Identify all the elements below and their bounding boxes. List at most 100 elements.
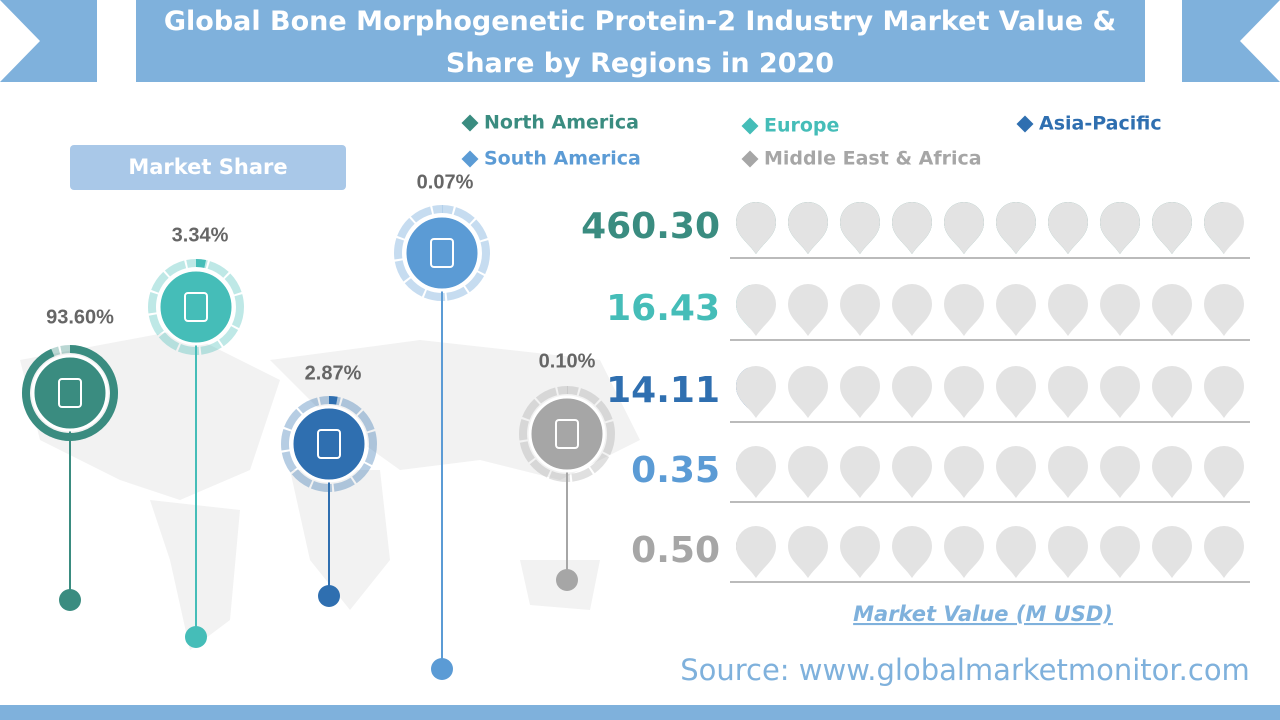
title-line: Global Bone Morphogenetic Protein-2 Indu… — [164, 6, 1116, 79]
drop-bg — [1048, 526, 1088, 578]
legend-marker — [461, 150, 479, 168]
drop-bg — [892, 202, 932, 254]
drop-bg — [996, 446, 1036, 498]
share-label: 2.87% — [305, 362, 362, 384]
legend-marker — [741, 150, 759, 168]
drop-bg — [1100, 446, 1140, 498]
share-label: 0.07% — [417, 171, 474, 193]
bottom-bar — [0, 705, 1280, 720]
legend-label: North America — [484, 112, 639, 134]
share-arc — [22, 345, 118, 441]
drop-bg — [996, 526, 1036, 578]
icon — [317, 429, 341, 459]
share-label: 93.60% — [46, 306, 114, 328]
drop-bg — [840, 446, 880, 498]
value-label: 460.30 — [581, 206, 720, 247]
share-label: 0.10% — [539, 350, 596, 372]
drop-bg — [736, 526, 776, 578]
drop-bg — [1152, 202, 1192, 254]
icon — [430, 238, 454, 268]
drop-bg — [1100, 526, 1140, 578]
drop-bg — [840, 284, 880, 336]
legend-marker — [1016, 115, 1034, 133]
stem-dot — [59, 589, 81, 611]
source: Source: www.globalmarketmonitor.com — [680, 653, 1250, 687]
stem-dot — [556, 569, 578, 591]
legend-marker — [461, 114, 479, 132]
value-label: 0.50 — [631, 530, 720, 571]
drop-bg — [892, 284, 932, 336]
drop-bg — [1100, 202, 1140, 254]
drop-bg — [1152, 446, 1192, 498]
drop-bg — [840, 202, 880, 254]
stem-dot — [431, 658, 453, 680]
title: Global Bone Morphogenetic Protein-2 Indu… — [164, 6, 1116, 37]
drop-bg — [944, 446, 984, 498]
drop-bg — [1204, 366, 1244, 418]
drop-bg — [1204, 446, 1244, 498]
icon — [184, 292, 208, 322]
drop-bg — [996, 366, 1036, 418]
drop-bg — [788, 284, 828, 336]
drop-bg — [1048, 366, 1088, 418]
banner-right — [1182, 0, 1280, 82]
value-label: 0.35 — [631, 450, 720, 491]
drop-bg — [1204, 202, 1244, 254]
drop-bg — [736, 284, 776, 336]
drop-bg — [788, 446, 828, 498]
share-arc — [195, 259, 206, 268]
drop-bg — [788, 526, 828, 578]
banner-left — [0, 0, 97, 82]
drop-bg — [1204, 526, 1244, 578]
icon — [555, 419, 579, 449]
drop-bg — [892, 446, 932, 498]
share-title: Market Share — [128, 155, 287, 179]
drop-bg — [944, 202, 984, 254]
title: Share by Regions in 2020 — [446, 48, 834, 79]
share-label: 3.34% — [172, 224, 229, 246]
drop-bg — [892, 366, 932, 418]
legend-label: Asia-Pacific — [1039, 113, 1162, 135]
share-arc — [328, 396, 338, 405]
drop-bg — [1048, 446, 1088, 498]
bubble — [290, 405, 368, 483]
title-banner — [136, 0, 1145, 82]
drop-bg — [944, 366, 984, 418]
bubble — [403, 214, 481, 292]
drop-bg — [1048, 202, 1088, 254]
legend-label: Europe — [764, 115, 839, 137]
drop-bg — [788, 366, 828, 418]
bubble — [528, 395, 606, 473]
drop-bg — [1100, 284, 1140, 336]
drop-bg — [892, 526, 932, 578]
legend-label: Middle East & Africa — [764, 148, 982, 170]
legend-label: South America — [484, 148, 641, 170]
drop-bg — [840, 526, 880, 578]
drop-bg — [1204, 284, 1244, 336]
drop-bg — [1048, 284, 1088, 336]
value-label: 14.11 — [606, 370, 720, 411]
drop-bg — [944, 284, 984, 336]
legend-marker — [741, 117, 759, 135]
share-box — [70, 145, 346, 190]
value-title: Market Value (M USD) — [853, 602, 1113, 626]
drop-bg — [996, 284, 1036, 336]
icon — [58, 378, 82, 408]
drop-bg — [1152, 366, 1192, 418]
stem-dot — [318, 585, 340, 607]
drop-bg — [840, 366, 880, 418]
value-label: 16.43 — [606, 288, 720, 329]
stem-dot — [185, 626, 207, 648]
drop-bg — [1100, 366, 1140, 418]
drop-bg — [1152, 284, 1192, 336]
drop-bg — [736, 366, 776, 418]
bubble — [31, 354, 109, 432]
drop-bg — [788, 202, 828, 254]
drop-bg — [996, 202, 1036, 254]
drop-bg — [944, 526, 984, 578]
drop-bg — [736, 202, 776, 254]
drop-bg — [736, 446, 776, 498]
bubble — [157, 268, 235, 346]
drop-bg — [1152, 526, 1192, 578]
